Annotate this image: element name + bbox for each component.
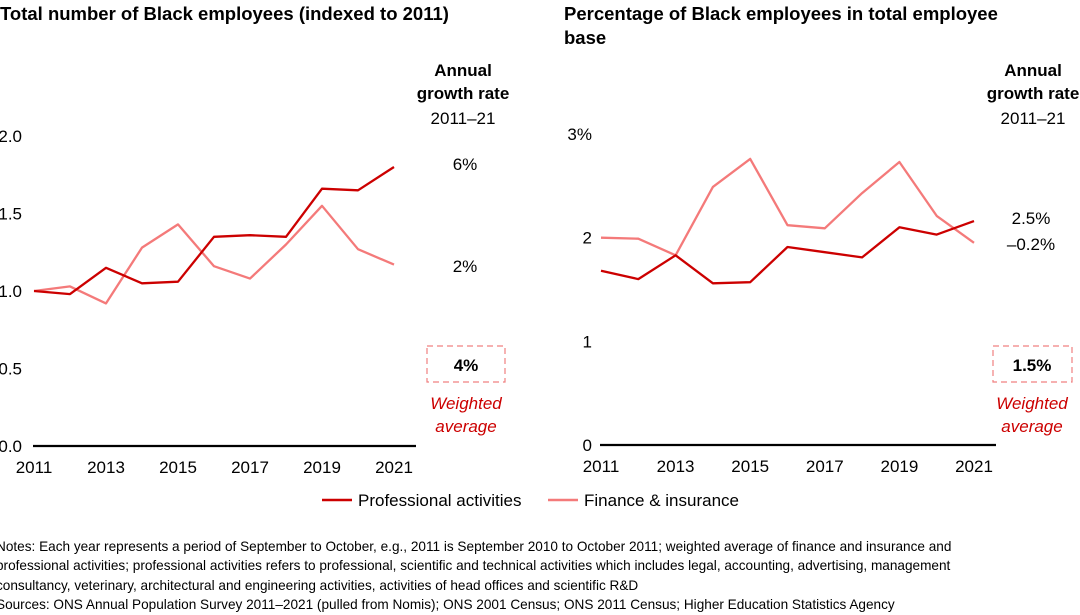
left-x-tick-label: 2015 (159, 458, 197, 477)
right-series-line-professional (601, 221, 974, 283)
left-y-tick-label: 2.0 (0, 127, 22, 146)
right-x-tick-label: 2015 (731, 457, 769, 476)
right-x-tick-label: 2011 (583, 457, 620, 476)
right-y-tick-label: 2 (583, 229, 592, 248)
left-x-tick-label: 2017 (231, 458, 269, 477)
right-x-tick-label: 2021 (955, 457, 993, 476)
left-y-tick-label: 0.5 (0, 360, 22, 379)
left-x-tick-label: 2021 (375, 458, 413, 477)
right-chart-title-line-2: base (564, 27, 606, 48)
left-growth-rate-finance: 2% (453, 257, 478, 276)
notes-line-3: consultancy, veterinary, architectural a… (0, 576, 1080, 595)
left-weighted-average-label-1: Weighted (430, 394, 502, 413)
left-series-line-professional (34, 167, 394, 294)
legend-label-finance: Finance & insurance (584, 491, 739, 510)
right-weighted-average-label-1: Weighted (996, 394, 1068, 413)
right-x-tick-label: 2019 (880, 457, 918, 476)
right-x-tick-label: 2017 (806, 457, 844, 476)
right-x-tick-label: 2013 (657, 457, 695, 476)
left-x-tick-label: 2013 (87, 458, 125, 477)
left-x-tick-label: 2019 (303, 458, 341, 477)
left-growth-header-2: growth rate (417, 84, 510, 103)
right-series-line-finance (601, 159, 974, 255)
right-growth-header-1: Annual (1004, 61, 1062, 80)
right-y-tick-label: 0 (583, 436, 592, 455)
right-growth-rate-finance: –0.2% (1007, 235, 1055, 254)
right-weighted-average-value: 1.5% (1013, 356, 1052, 375)
right-y-tick-label: 1 (583, 332, 592, 351)
left-series-line-finance (34, 206, 394, 304)
chart-marks: 0.0 0.5 1.0 1.5 2.0 2011 2013 2015 2017 2019 2021 0… (0, 125, 996, 477)
left-weighted-average-label-2: average (435, 417, 496, 436)
right-weighted-average-label-2: average (1001, 417, 1062, 436)
left-y-tick-label: 1.5 (0, 205, 22, 224)
left-growth-header-1: Annual (434, 61, 492, 80)
notes-line-2: professional activities; professional ac… (0, 556, 1080, 575)
notes-line-1: Notes: Each year represents a period of … (0, 537, 1080, 556)
left-weighted-average-value: 4% (454, 356, 479, 375)
right-chart-title-line-1: Percentage of Black employees in total e… (564, 3, 998, 24)
legend-label-professional: Professional activities (358, 491, 521, 510)
left-x-tick-label: 2011 (16, 458, 53, 477)
notes: Notes: Each year represents a period of … (0, 537, 1080, 615)
right-growth-header-3: 2011–21 (1001, 109, 1066, 128)
left-y-tick-label: 0.0 (0, 437, 22, 456)
left-growth-rate-professional: 6% (453, 155, 478, 174)
left-chart-title: Total number of Black employees (indexed… (0, 3, 449, 24)
left-growth-header-3: 2011–21 (431, 109, 496, 128)
right-y-tick-label: 3% (567, 125, 592, 144)
right-growth-header-2: growth rate (987, 84, 1080, 103)
left-y-tick-label: 1.0 (0, 282, 22, 301)
right-growth-rate-professional: 2.5% (1012, 209, 1051, 228)
